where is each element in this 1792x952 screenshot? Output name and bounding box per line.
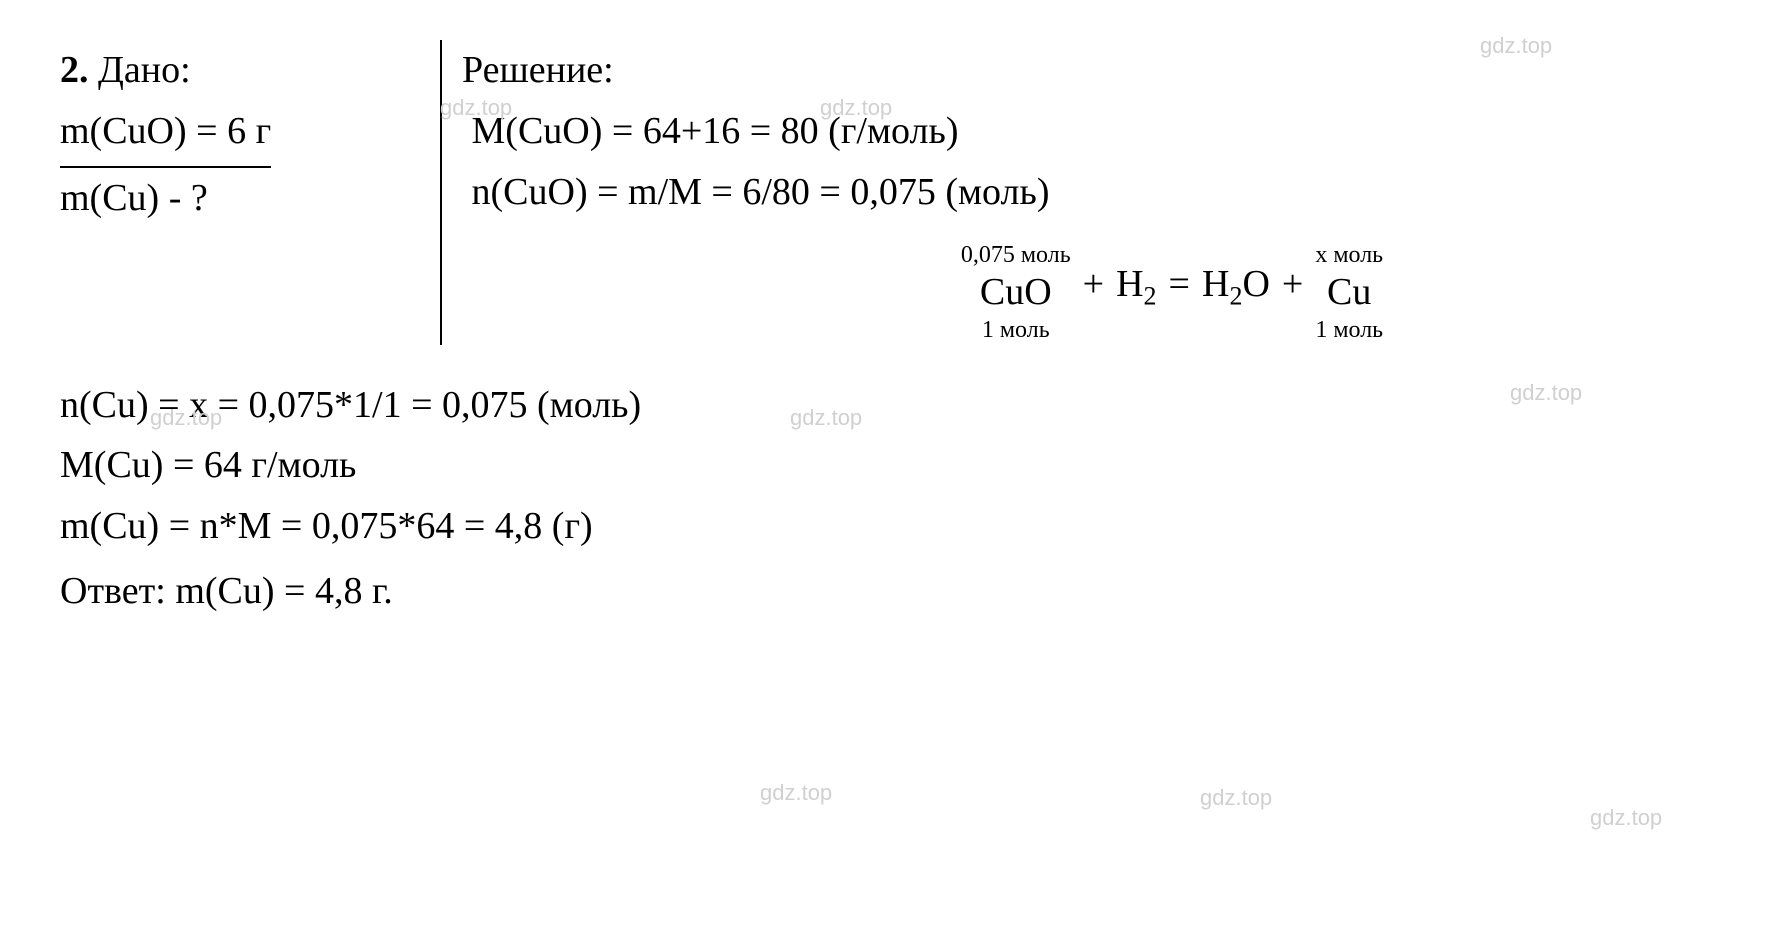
eq-term4-main: Cu (1327, 270, 1371, 316)
watermark: gdz.top (760, 775, 832, 810)
watermark: gdz.top (1200, 780, 1272, 815)
eq-term4-top: х моль (1315, 241, 1383, 270)
eq-term4-bottom: 1 моль (1315, 316, 1383, 345)
problem-header: 2. Дано: (60, 40, 420, 101)
bottom-line-2: M(Cu) = 64 г/моль (60, 435, 1732, 496)
given-line-1: m(CuO) = 6 г (60, 101, 271, 168)
eq-plus-2: + (1278, 262, 1307, 308)
eq-term3: H2O (1202, 262, 1270, 308)
watermark: gdz.top (1590, 800, 1662, 835)
eq-term1-bottom: 1 моль (982, 316, 1050, 345)
solution-line-1: M(CuO) = 64+16 = 80 (г/моль) (462, 101, 1732, 162)
eq-plus-1: + (1079, 262, 1108, 308)
given-line-2: m(Cu) - ? (60, 168, 420, 229)
bottom-line-3: m(Cu) = n*M = 0,075*64 = 4,8 (г) (60, 496, 1732, 557)
answer-value: m(Cu) = 4,8 г. (175, 570, 392, 612)
solution-label: Решение: (462, 40, 1732, 101)
answer-label: Ответ: (60, 570, 166, 612)
given-label: Дано: (98, 49, 191, 91)
eq-term2: H2 (1116, 262, 1156, 308)
solution-line-2: n(CuO) = m/M = 6/80 = 0,075 (моль) (462, 162, 1732, 223)
answer-line: Ответ: m(Cu) = 4,8 г. (60, 561, 1732, 622)
eq-term1-top: 0,075 моль (961, 241, 1071, 270)
bottom-line-1: n(Cu) = x = 0,075*1/1 = 0,075 (моль) (60, 375, 1732, 436)
eq-term1-main: CuO (980, 270, 1052, 316)
chemical-equation: 0,075 моль CuO 1 моль + H2 = (612, 232, 1732, 344)
eq-equals: = (1165, 262, 1194, 308)
problem-number: 2. (60, 49, 89, 91)
